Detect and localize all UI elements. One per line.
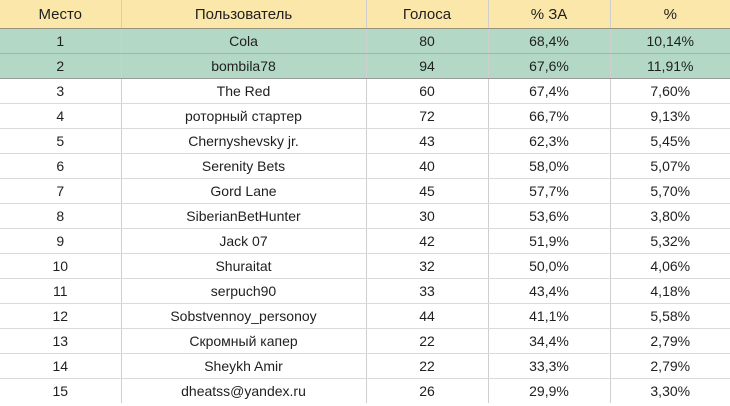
- cell-votes: 33: [366, 278, 489, 304]
- cell-pct_for: 33,3%: [488, 353, 611, 379]
- table-body: 1 Cola 80 68,4% 10,14% 2 bombila78 94 67,6% 11,91…: [0, 28, 730, 403]
- cell-votes: 22: [366, 328, 489, 354]
- cell-user: Sheykh Amir: [121, 353, 367, 379]
- cell-pct_total: 3,30%: [610, 378, 730, 403]
- cell-pct_total: 5,45%: [610, 128, 730, 154]
- cell-place: 3: [0, 78, 122, 104]
- cell-pct_total: 7,60%: [610, 78, 730, 104]
- cell-votes: 60: [366, 78, 489, 104]
- cell-place: 13: [0, 328, 122, 354]
- table-row: 14 Sheykh Amir 22 33,3% 2,79%: [0, 353, 730, 379]
- cell-user: dheatss@yandex.ru: [121, 378, 367, 403]
- cell-user: Shuraitat: [121, 253, 367, 279]
- cell-user: bombila78: [121, 53, 367, 79]
- cell-user: SiberianBetHunter: [121, 203, 367, 229]
- cell-pct_for: 67,6%: [488, 53, 611, 79]
- cell-pct_for: 51,9%: [488, 228, 611, 254]
- cell-user: Chernyshevsky jr.: [121, 128, 367, 154]
- table-row: 2 bombila78 94 67,6% 11,91%: [0, 53, 730, 79]
- cell-pct_for: 50,0%: [488, 253, 611, 279]
- table-row: 3 The Red 60 67,4% 7,60%: [0, 78, 730, 104]
- cell-votes: 80: [366, 28, 489, 54]
- cell-votes: 30: [366, 203, 489, 229]
- cell-votes: 44: [366, 303, 489, 329]
- cell-pct_for: 62,3%: [488, 128, 611, 154]
- cell-user: Cola: [121, 28, 367, 54]
- cell-pct_total: 3,80%: [610, 203, 730, 229]
- cell-pct_for: 43,4%: [488, 278, 611, 304]
- table-row: 15 dheatss@yandex.ru 26 29,9% 3,30%: [0, 378, 730, 403]
- cell-place: 7: [0, 178, 122, 204]
- col-header-votes: Голоса: [366, 0, 489, 29]
- cell-place: 8: [0, 203, 122, 229]
- cell-votes: 40: [366, 153, 489, 179]
- cell-place: 1: [0, 28, 122, 54]
- table-row: 11 serpuch90 33 43,4% 4,18%: [0, 278, 730, 304]
- table-row: 9 Jack 07 42 51,9% 5,32%: [0, 228, 730, 254]
- col-header-place: Место: [0, 0, 122, 29]
- cell-pct_total: 10,14%: [610, 28, 730, 54]
- cell-user: Gord Lane: [121, 178, 367, 204]
- cell-pct_total: 4,18%: [610, 278, 730, 304]
- table-row: 4 роторный стартер 72 66,7% 9,13%: [0, 103, 730, 129]
- cell-pct_for: 68,4%: [488, 28, 611, 54]
- cell-user: Sobstvennoy_personoy: [121, 303, 367, 329]
- header-row: Место Пользователь Голоса % ЗА %: [0, 0, 730, 29]
- cell-votes: 32: [366, 253, 489, 279]
- cell-pct_total: 2,79%: [610, 353, 730, 379]
- cell-place: 12: [0, 303, 122, 329]
- cell-votes: 43: [366, 128, 489, 154]
- cell-pct_for: 58,0%: [488, 153, 611, 179]
- cell-votes: 45: [366, 178, 489, 204]
- cell-votes: 22: [366, 353, 489, 379]
- table-row: 1 Cola 80 68,4% 10,14%: [0, 28, 730, 54]
- cell-pct_total: 5,07%: [610, 153, 730, 179]
- cell-place: 5: [0, 128, 122, 154]
- col-header-pct-for: % ЗА: [488, 0, 611, 29]
- cell-user: serpuch90: [121, 278, 367, 304]
- table-row: 10 Shuraitat 32 50,0% 4,06%: [0, 253, 730, 279]
- cell-place: 14: [0, 353, 122, 379]
- col-header-pct-total: %: [610, 0, 730, 29]
- col-header-user: Пользователь: [121, 0, 367, 29]
- cell-user: Скромный капер: [121, 328, 367, 354]
- cell-pct_for: 41,1%: [488, 303, 611, 329]
- cell-place: 6: [0, 153, 122, 179]
- cell-place: 11: [0, 278, 122, 304]
- cell-user: роторный стартер: [121, 103, 367, 129]
- table-row: 5 Chernyshevsky jr. 43 62,3% 5,45%: [0, 128, 730, 154]
- cell-pct_for: 57,7%: [488, 178, 611, 204]
- cell-pct_total: 5,32%: [610, 228, 730, 254]
- table-row: 12 Sobstvennoy_personoy 44 41,1% 5,58%: [0, 303, 730, 329]
- cell-pct_for: 29,9%: [488, 378, 611, 403]
- cell-pct_total: 9,13%: [610, 103, 730, 129]
- cell-votes: 72: [366, 103, 489, 129]
- cell-place: 2: [0, 53, 122, 79]
- cell-pct_for: 34,4%: [488, 328, 611, 354]
- cell-place: 15: [0, 378, 122, 403]
- table-row: 8 SiberianBetHunter 30 53,6% 3,80%: [0, 203, 730, 229]
- cell-place: 10: [0, 253, 122, 279]
- cell-pct_total: 5,58%: [610, 303, 730, 329]
- cell-votes: 94: [366, 53, 489, 79]
- cell-user: The Red: [121, 78, 367, 104]
- cell-user: Serenity Bets: [121, 153, 367, 179]
- cell-votes: 42: [366, 228, 489, 254]
- table-row: 7 Gord Lane 45 57,7% 5,70%: [0, 178, 730, 204]
- cell-pct_total: 4,06%: [610, 253, 730, 279]
- cell-pct_total: 2,79%: [610, 328, 730, 354]
- cell-votes: 26: [366, 378, 489, 403]
- cell-place: 4: [0, 103, 122, 129]
- cell-pct_total: 5,70%: [610, 178, 730, 204]
- cell-pct_for: 53,6%: [488, 203, 611, 229]
- table-row: 6 Serenity Bets 40 58,0% 5,07%: [0, 153, 730, 179]
- cell-place: 9: [0, 228, 122, 254]
- cell-user: Jack 07: [121, 228, 367, 254]
- cell-pct_for: 67,4%: [488, 78, 611, 104]
- cell-pct_for: 66,7%: [488, 103, 611, 129]
- table-row: 13 Скромный капер 22 34,4% 2,79%: [0, 328, 730, 354]
- cell-pct_total: 11,91%: [610, 53, 730, 79]
